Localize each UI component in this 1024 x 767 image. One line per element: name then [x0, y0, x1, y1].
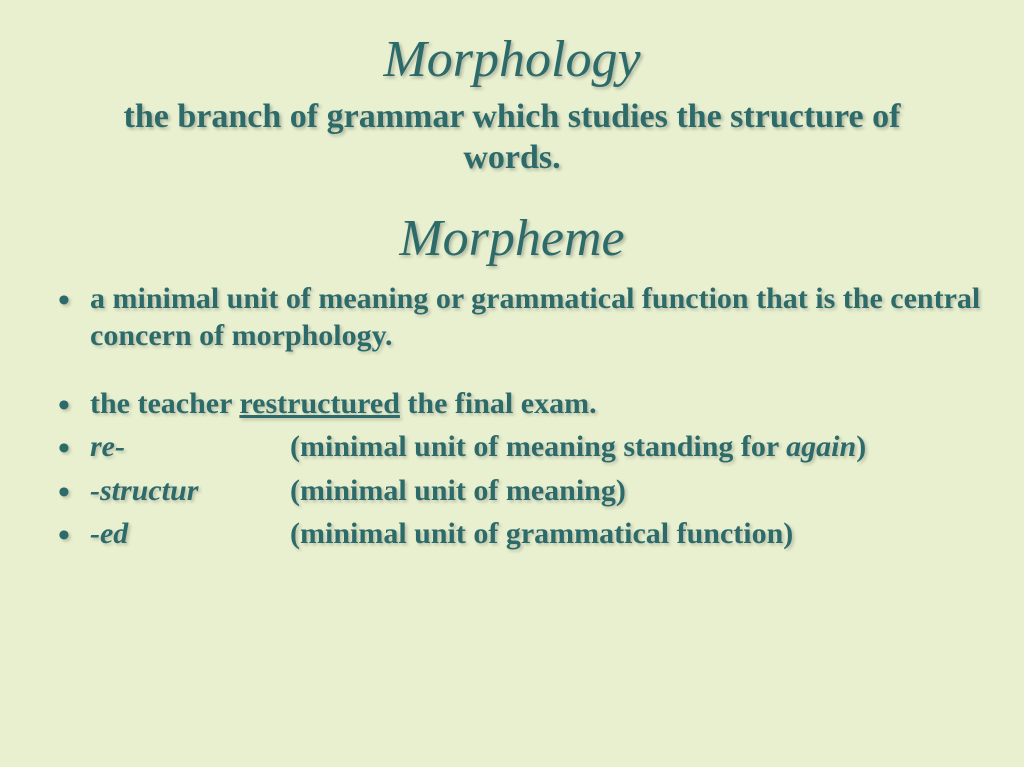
list-item: the teacher restructured the final exam. — [50, 385, 984, 423]
underlined-word: restructured — [239, 387, 400, 420]
morpheme-desc: (minimal unit of meaning standing for ag… — [290, 430, 866, 463]
list-item: -ed(minimal unit of grammatical function… — [50, 515, 984, 553]
morpheme-term: -structur — [90, 472, 290, 510]
slide-title-2: Morpheme — [40, 209, 984, 268]
text-pre: the teacher — [90, 387, 239, 420]
morpheme-desc: (minimal unit of grammatical function) — [290, 517, 793, 550]
morpheme-term: -ed — [90, 515, 290, 553]
desc-ital: again — [786, 430, 856, 463]
list-item: -structur(minimal unit of meaning) — [50, 472, 984, 510]
morpheme-term: re- — [90, 428, 290, 466]
desc-post: ) — [856, 430, 866, 463]
slide-title-1: Morphology — [40, 30, 984, 89]
list-item: a minimal unit of meaning or grammatical… — [50, 280, 984, 355]
slide-subtitle: the branch of grammar which studies the … — [40, 97, 984, 179]
desc-pre: (minimal unit of meaning standing for — [290, 430, 786, 463]
morpheme-desc: (minimal unit of meaning) — [290, 474, 626, 507]
bullet-list: a minimal unit of meaning or grammatical… — [40, 280, 984, 553]
text-post: the final exam. — [400, 387, 597, 420]
list-item: re-(minimal unit of meaning standing for… — [50, 428, 984, 466]
